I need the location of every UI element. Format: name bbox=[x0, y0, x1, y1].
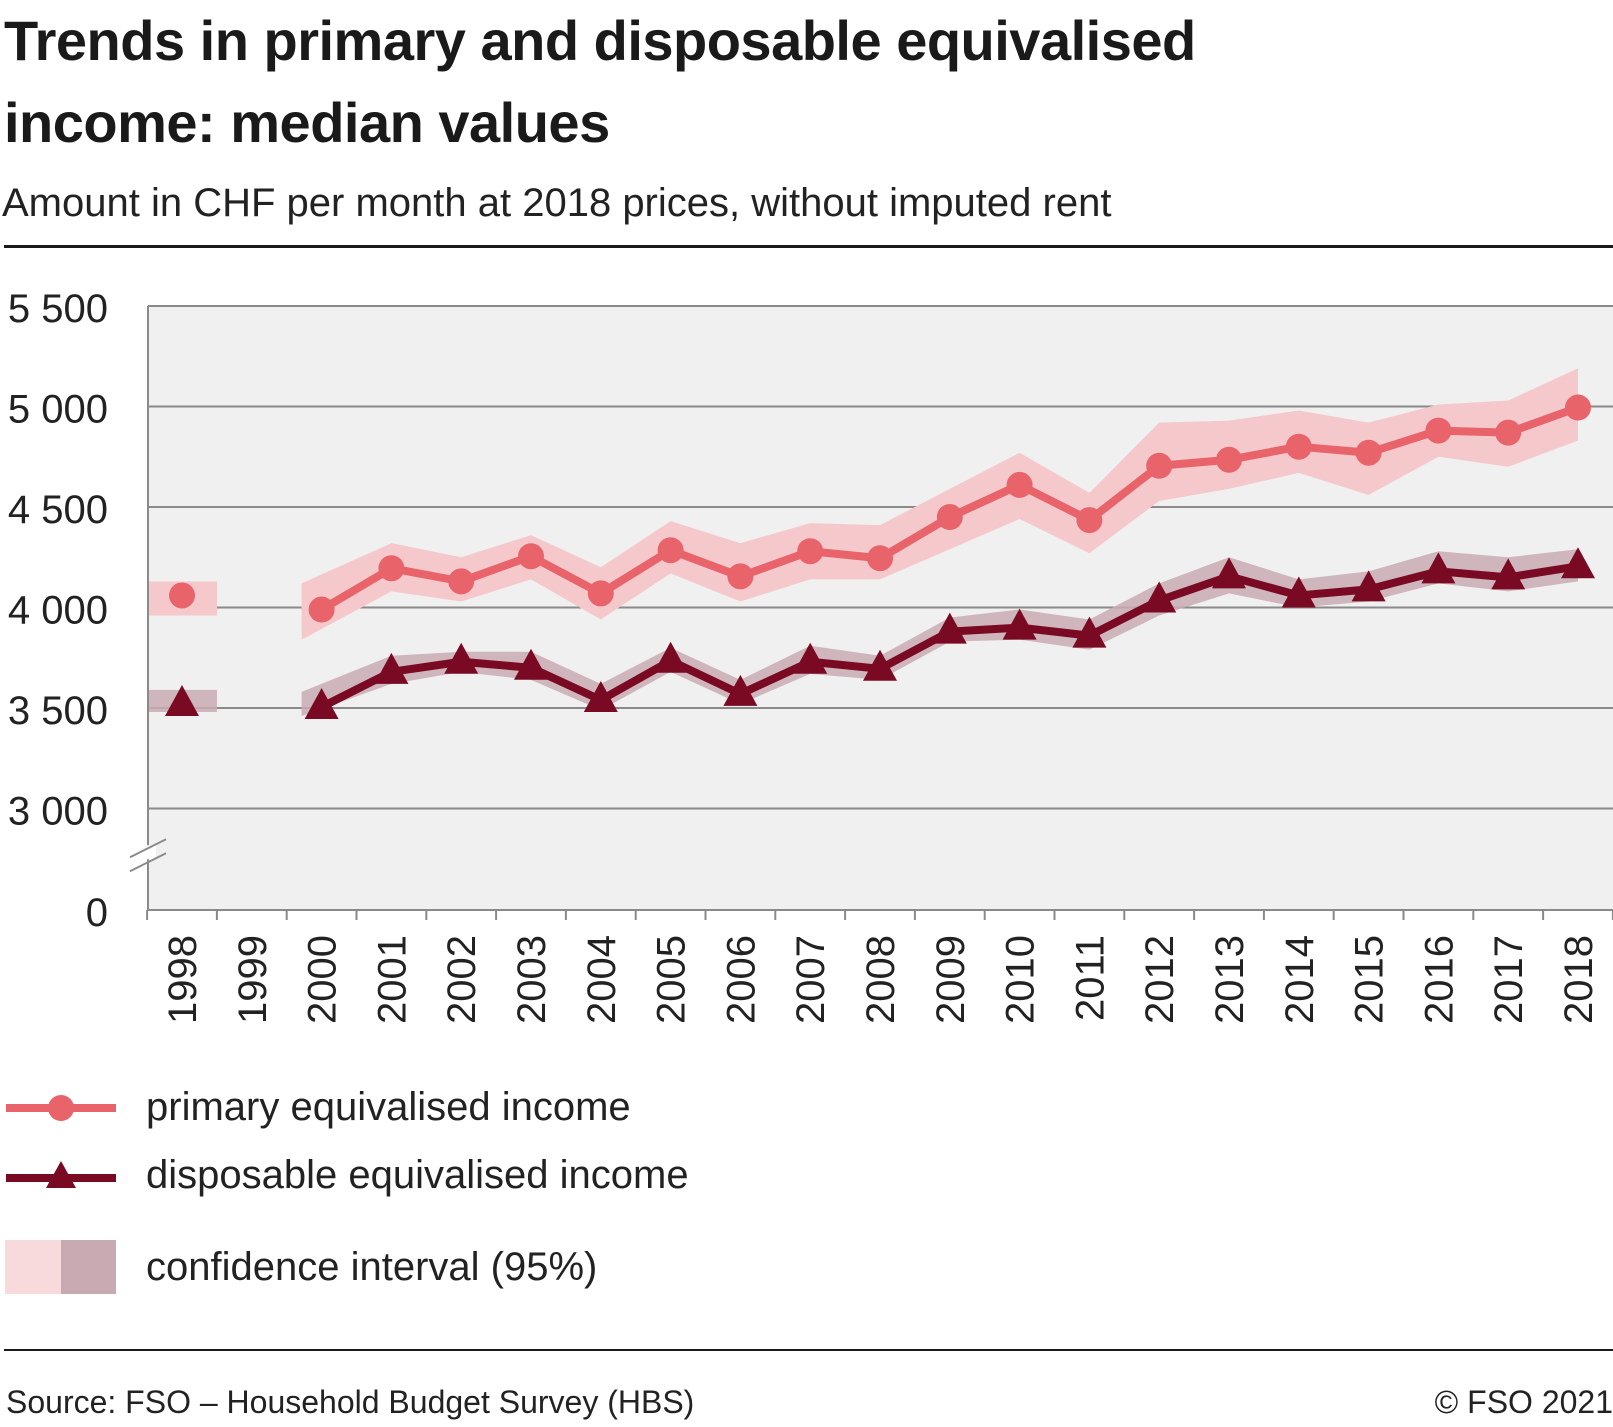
x-tick-label: 2018 bbox=[1557, 935, 1601, 1024]
copyright-note: © FSO 2021 bbox=[1434, 1384, 1613, 1420]
x-tick-label: 2001 bbox=[370, 935, 414, 1024]
y-tick-label: 5 000 bbox=[8, 388, 108, 432]
data-point-primary bbox=[867, 545, 893, 572]
data-point-disposable bbox=[1351, 570, 1386, 602]
bottom-rule bbox=[4, 1349, 1613, 1351]
legend-label-ci: confidence interval (95%) bbox=[146, 1245, 598, 1289]
data-point-disposable bbox=[583, 680, 618, 712]
data-point-disposable bbox=[653, 641, 688, 673]
source-note: Source: FSO – Household Budget Survey (H… bbox=[6, 1384, 695, 1420]
data-point-disposable bbox=[1491, 558, 1526, 590]
data-point-primary bbox=[1495, 419, 1522, 446]
x-tick-label: 2006 bbox=[719, 935, 763, 1024]
data-point-primary bbox=[448, 568, 475, 595]
x-tick-label: 2000 bbox=[301, 935, 345, 1024]
x-tick-label: 2003 bbox=[510, 935, 554, 1024]
data-point-disposable bbox=[1561, 547, 1595, 579]
data-point-disposable bbox=[1212, 557, 1246, 589]
axis-break-mark bbox=[129, 852, 167, 873]
y-tick-label: 4 500 bbox=[8, 488, 108, 532]
data-point-primary bbox=[378, 555, 405, 582]
x-tick-label: 2017 bbox=[1487, 935, 1531, 1024]
data-point-primary bbox=[1425, 417, 1452, 444]
data-point-disposable bbox=[1281, 576, 1316, 608]
legend-label-disposable: disposable equivalised income bbox=[146, 1153, 689, 1197]
x-tick-label: 2005 bbox=[650, 935, 694, 1024]
legend-swatch-ci bbox=[5, 1240, 116, 1294]
legend-label-primary: primary equivalised income bbox=[146, 1085, 631, 1129]
data-point-disposable bbox=[444, 642, 479, 674]
x-tick-label: 2008 bbox=[859, 935, 903, 1024]
data-point-disposable bbox=[1072, 616, 1107, 648]
data-point-primary bbox=[308, 596, 335, 623]
legend-swatch-primary bbox=[6, 1095, 116, 1121]
x-tick-label: 1999 bbox=[231, 935, 275, 1024]
data-point-primary bbox=[169, 582, 195, 609]
data-point-primary bbox=[1076, 507, 1103, 534]
x-tick-label: 2010 bbox=[999, 935, 1043, 1024]
y-tick-label: 5 500 bbox=[8, 287, 108, 331]
data-point-primary bbox=[657, 537, 684, 564]
data-point-disposable bbox=[1142, 581, 1177, 613]
data-point-disposable bbox=[863, 649, 897, 681]
data-point-disposable bbox=[514, 648, 548, 680]
data-point-disposable bbox=[793, 642, 828, 674]
chart-subtitle: Amount in CHF per month at 2018 prices, … bbox=[2, 181, 1112, 225]
y-tick-label: 4 000 bbox=[8, 589, 108, 633]
data-point-primary bbox=[518, 543, 544, 570]
x-tick-label: 2016 bbox=[1417, 935, 1461, 1024]
x-tick-label: 2013 bbox=[1208, 935, 1252, 1024]
legend-swatch-disposable bbox=[6, 1161, 116, 1188]
x-tick-label: 2011 bbox=[1068, 935, 1112, 1021]
data-point-disposable bbox=[165, 684, 199, 716]
x-tick-label: 1998 bbox=[161, 935, 205, 1024]
y-tick-label: 3 000 bbox=[8, 790, 108, 834]
x-tick-label: 2007 bbox=[789, 935, 833, 1024]
x-tick-label: 2014 bbox=[1278, 935, 1322, 1024]
axis-break-mark bbox=[129, 838, 167, 859]
x-tick-label: 2009 bbox=[929, 935, 973, 1024]
top-rule bbox=[4, 245, 1613, 248]
data-point-disposable bbox=[1421, 552, 1456, 584]
data-point-primary bbox=[1285, 433, 1312, 460]
data-point-primary bbox=[1146, 452, 1173, 479]
x-tick-label: 2002 bbox=[440, 935, 484, 1024]
axis-break-gap bbox=[140, 845, 156, 860]
y-tick-label: 3 500 bbox=[8, 689, 108, 733]
ci-band-primary bbox=[301, 368, 1579, 640]
data-point-disposable bbox=[374, 652, 409, 684]
data-point-primary bbox=[936, 504, 963, 531]
data-point-primary bbox=[1216, 446, 1242, 473]
chart-title: Trends in primary and disposable equival… bbox=[4, 9, 1196, 154]
y-tick-label: 0 bbox=[86, 891, 108, 935]
data-point-disposable bbox=[1002, 608, 1037, 640]
x-tick-label: 2004 bbox=[580, 935, 624, 1024]
data-point-primary bbox=[1355, 439, 1382, 466]
data-point-primary bbox=[1565, 394, 1591, 421]
line-chart: 0 3 000 3 500 4 000 4 500 5 000 5 500 1998 1999 2… bbox=[8, 287, 1613, 1024]
x-tick-label: 2015 bbox=[1348, 935, 1392, 1024]
data-point-primary bbox=[1006, 471, 1033, 498]
x-tick-label: 2012 bbox=[1138, 935, 1182, 1024]
data-point-primary bbox=[587, 580, 614, 607]
data-point-disposable bbox=[304, 687, 339, 719]
data-point-primary bbox=[797, 538, 824, 565]
data-point-disposable bbox=[932, 612, 967, 644]
data-point-primary bbox=[727, 563, 754, 590]
data-point-disposable bbox=[723, 674, 758, 706]
